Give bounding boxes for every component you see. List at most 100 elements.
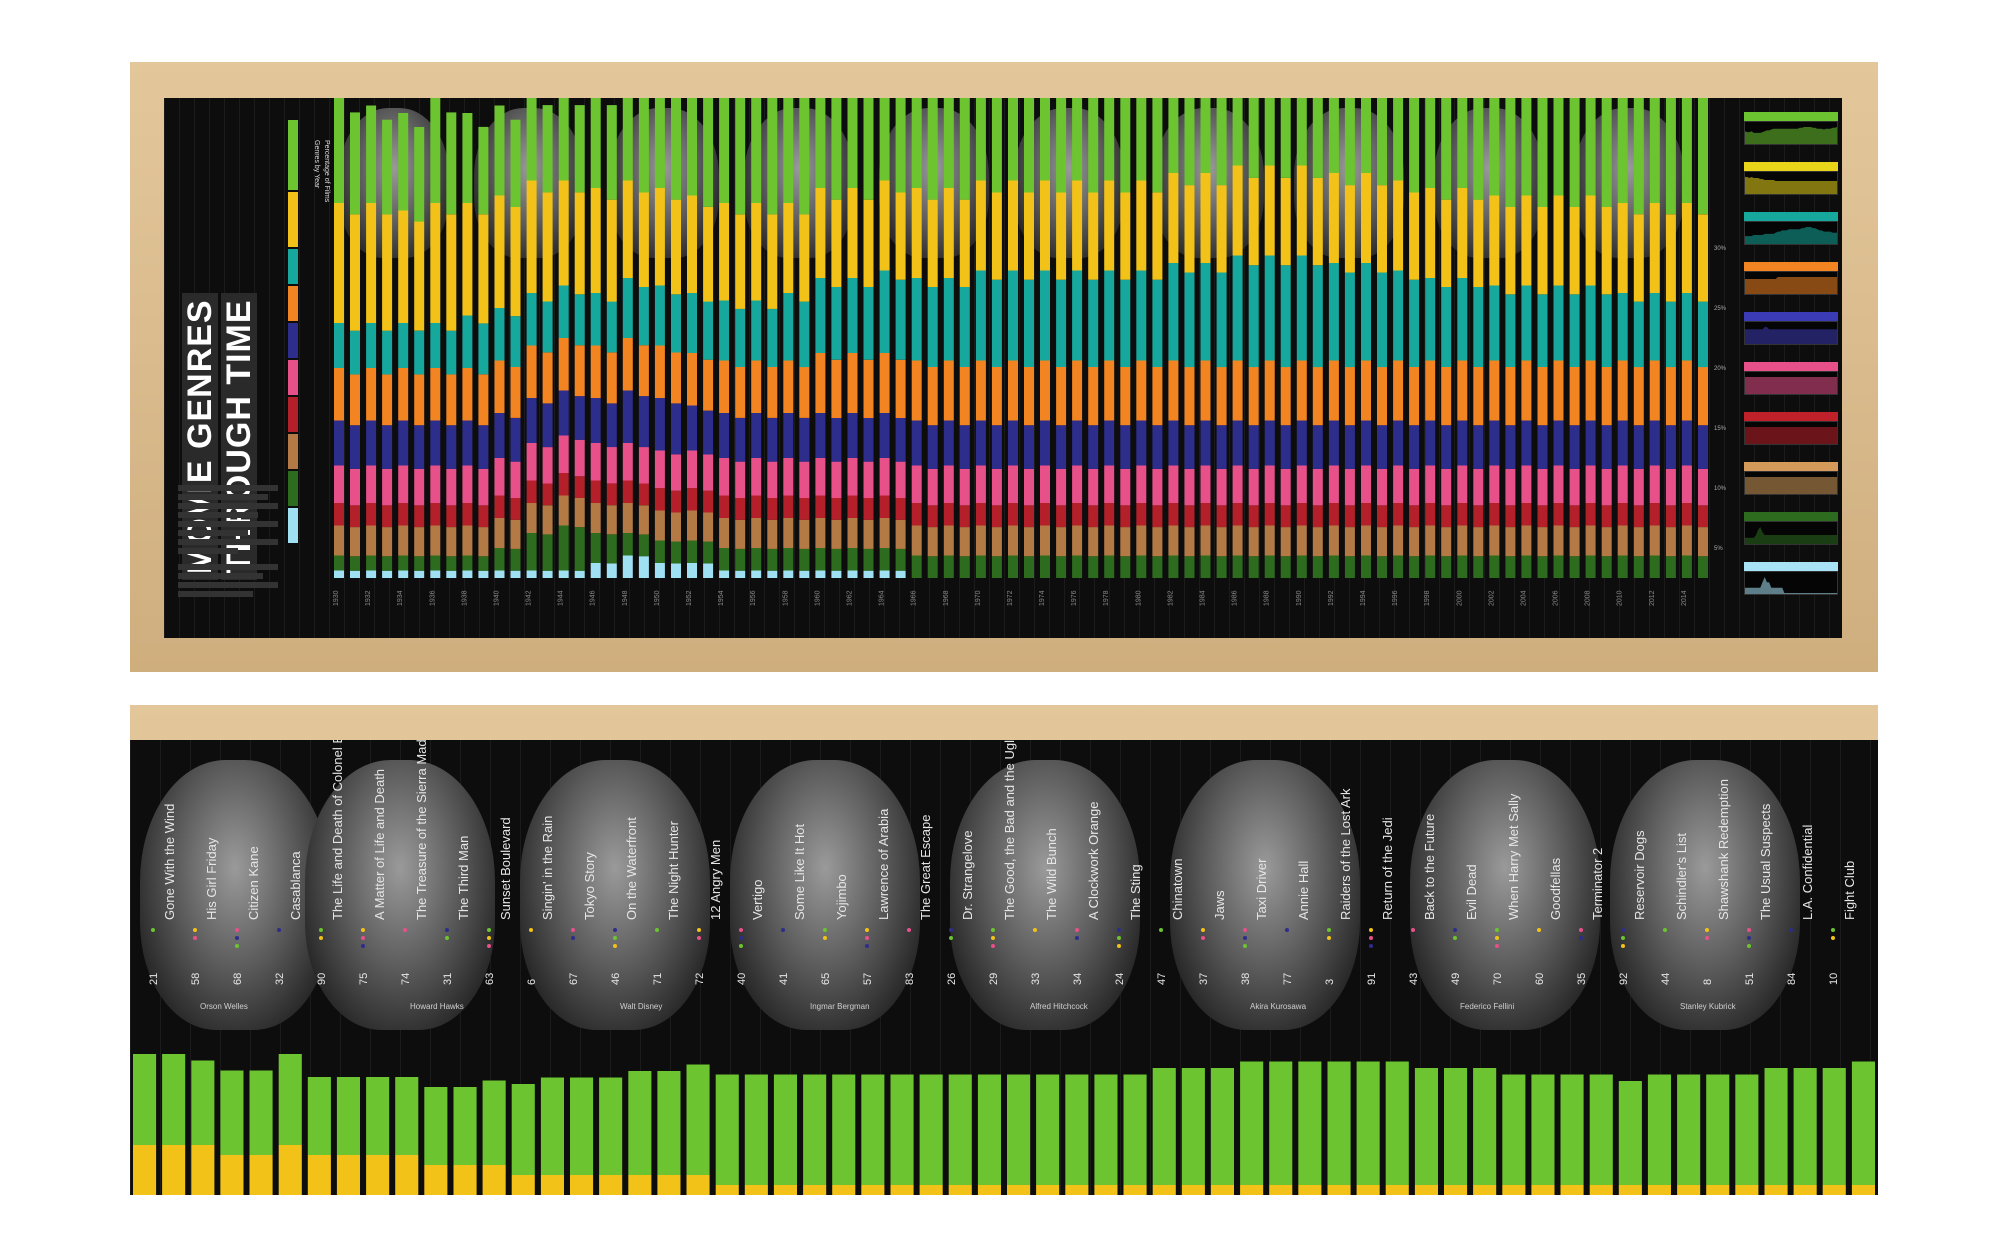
- genre-dot: [1621, 928, 1625, 932]
- bar-segment-drama: [1184, 98, 1195, 186]
- bar-segment-action: [622, 278, 633, 338]
- bar-segment-drama: [1681, 98, 1692, 203]
- bar-segment-comedy: [453, 1165, 477, 1195]
- bar-segment-crime: [1441, 425, 1452, 469]
- bar-segment-drama: [1120, 98, 1131, 193]
- bar-segment-drama: [1024, 98, 1034, 193]
- bar-segment-horror: [1569, 527, 1580, 557]
- bar-segment-drama: [1822, 1068, 1846, 1185]
- bar-segment-action: [1489, 285, 1500, 361]
- year-tick-label: 1932: [365, 590, 372, 606]
- fold-ridge: [299, 98, 300, 638]
- bar-segment-comedy: [890, 1185, 914, 1195]
- bar-segment-comedy: [687, 195, 697, 293]
- year-tick-label: 1998: [1424, 590, 1431, 606]
- year-tick-label: 1988: [1264, 590, 1271, 606]
- year-tick-label: 1994: [1360, 590, 1367, 606]
- legend-swatch-comedy: [288, 192, 298, 247]
- bar-segment-romance: [350, 468, 360, 506]
- bar-segment-crime: [687, 405, 697, 451]
- bar-segment-comedy: [735, 214, 746, 309]
- bar-segment-drama: [1735, 1074, 1759, 1185]
- bar-segment-romance: [654, 450, 665, 488]
- bar-segment-comedy: [1232, 165, 1243, 256]
- year-tick-label: 1944: [558, 590, 565, 606]
- bar-segment-war: [1457, 555, 1468, 578]
- bar-segment-war: [654, 540, 665, 563]
- bar-segment-thriller: [1168, 503, 1179, 526]
- bar-segment-drama: [671, 98, 681, 200]
- fold-ridge: [1259, 98, 1260, 638]
- bar-segment-action: [1441, 287, 1452, 367]
- bar-segment-comedy: [1393, 180, 1404, 271]
- bar-segment-thriller: [1328, 503, 1339, 526]
- bar-segment-adventure: [1537, 367, 1548, 426]
- bar-segment-war: [735, 548, 746, 571]
- bar-segment-adventure: [398, 368, 409, 421]
- bar-segment-comedy: [1200, 173, 1211, 263]
- bar-segment-action: [414, 330, 425, 375]
- bar-segment-comedy: [1537, 207, 1548, 295]
- bar-segment-thriller: [1457, 503, 1468, 526]
- bar-segment-comedy: [1008, 180, 1018, 271]
- bar-segment-horror: [1441, 527, 1452, 557]
- bar-segment-drama: [847, 98, 858, 188]
- bar-segment-horror: [751, 518, 762, 548]
- bar-segment-adventure: [1280, 367, 1291, 426]
- bar-segment-crime: [1473, 425, 1484, 469]
- genre-dot: [949, 936, 953, 940]
- bar-segment-crime: [414, 425, 425, 469]
- sparkline-plot: [1744, 221, 1838, 245]
- bar-segment-crime: [366, 420, 377, 466]
- percent-tick-label: 20%: [1714, 366, 1727, 372]
- bar-segment-romance: [1409, 468, 1420, 506]
- bar-segment-horror: [1280, 527, 1291, 557]
- bar-segment-comedy: [366, 1155, 390, 1195]
- bar-segment-action: [943, 278, 954, 361]
- axis-label-years: Genres by Year: [313, 140, 320, 189]
- bar-segment-drama: [1072, 98, 1083, 181]
- genre-dots: [1621, 928, 1625, 952]
- genre-dots: [1117, 928, 1121, 952]
- bar-segment-romance: [1184, 468, 1195, 506]
- bar-segment-comedy: [570, 1175, 594, 1195]
- fold-ridge: [794, 98, 795, 638]
- genre-dot: [1243, 928, 1247, 932]
- bar-segment-drama: [1248, 98, 1259, 178]
- bar-segment-horror: [1040, 525, 1050, 556]
- sparkline-header: [1744, 512, 1838, 521]
- year-tick-label: 1934: [397, 590, 404, 606]
- bar-segment-drama: [1617, 98, 1628, 203]
- year-tick-label: 2006: [1553, 590, 1560, 606]
- bar-segment-romance: [1585, 465, 1596, 503]
- bar-segment-action: [1617, 293, 1628, 361]
- bar-segment-comedy: [336, 1155, 360, 1195]
- bar-segment-crime: [1537, 425, 1548, 469]
- year-tick-label: 1990: [1296, 590, 1303, 606]
- bar-segment-comedy: [1414, 1185, 1438, 1195]
- bar-segment-war: [799, 548, 810, 571]
- genre-dots: [1201, 928, 1205, 944]
- bar-segment-drama: [1531, 1074, 1555, 1185]
- bar-segment-action: [1698, 301, 1708, 368]
- bar-segment-romance: [1072, 465, 1083, 503]
- bar-segment-drama: [366, 105, 377, 203]
- genre-dot: [697, 936, 701, 940]
- bar-segment-horror: [1505, 527, 1516, 557]
- bar-segment-adventure: [446, 374, 457, 426]
- bar-segment-thriller: [366, 503, 377, 526]
- fold-ridge: [1739, 98, 1740, 638]
- bar-segment-thriller: [1698, 505, 1708, 528]
- genre-dot: [571, 936, 575, 940]
- bar-segment-drama: [832, 1074, 856, 1185]
- bar-segment-comedy: [1328, 173, 1339, 263]
- year-tick-label: 1960: [814, 590, 821, 606]
- bar-segment-war: [1024, 556, 1034, 578]
- bar-segment-crime: [494, 413, 505, 458]
- bar-segment-war: [991, 556, 1002, 578]
- bar-segment-crime: [462, 420, 473, 466]
- bar-segment-drama: [803, 1074, 827, 1185]
- bar-segment-horror: [1489, 525, 1500, 556]
- genre-dot: [1537, 928, 1541, 932]
- fold-ridge: [554, 98, 555, 638]
